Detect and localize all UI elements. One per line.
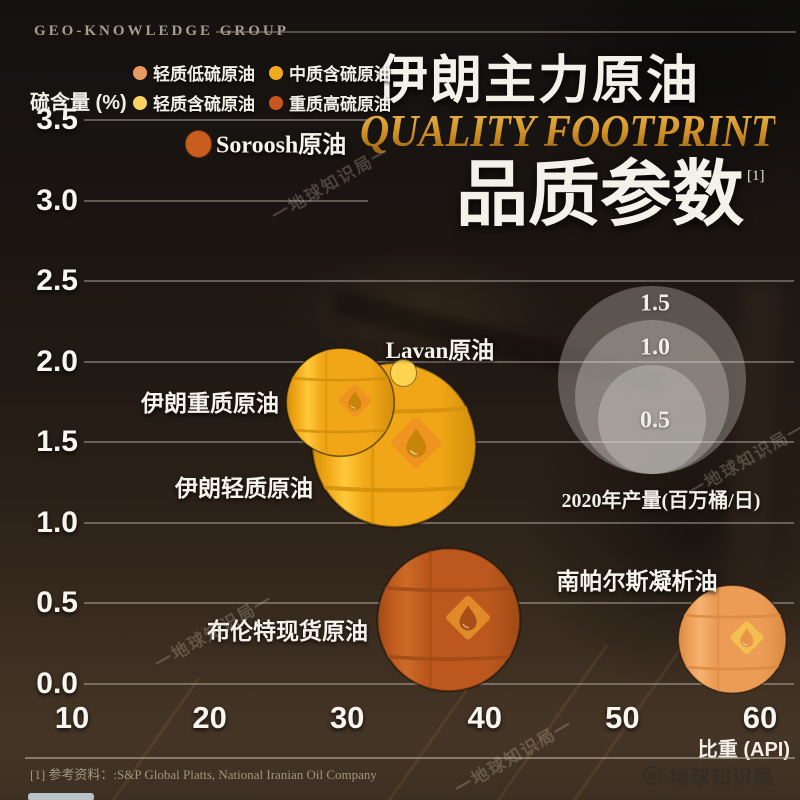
x-tick-40: 40 xyxy=(467,700,503,735)
gridline-1.0 xyxy=(84,521,794,524)
brand-lockup: 地球知识局 xyxy=(643,761,774,790)
y-tick-0.0: 0.0 xyxy=(36,667,78,700)
x-tick-20: 20 xyxy=(192,700,227,735)
title-overlay-english: QUALITY FOOTPRINT xyxy=(360,105,776,156)
bubble-iran-heavy xyxy=(283,345,398,460)
legend-label: 中质含硫原油 xyxy=(289,65,391,84)
bubble-label-brent: 布伦特现货原油 xyxy=(207,619,368,644)
y-axis-title: 硫含量 (%) xyxy=(30,92,127,114)
title-line1: 伊朗主力原油 xyxy=(376,53,701,110)
bubble-lavan xyxy=(389,359,418,387)
title-footnote-ref: [1] xyxy=(747,168,765,184)
bubble-label-iran-light: 伊朗轻质原油 xyxy=(175,476,313,501)
legend-item-salmon: 轻质低硫原油 xyxy=(133,60,255,85)
bubble-label-lavan: Lavan原油 xyxy=(385,338,495,363)
size-label-1.5: 1.5 xyxy=(640,290,670,317)
y-tick-3.5: 3.5 xyxy=(36,103,78,137)
gridline-3.5 xyxy=(84,119,368,122)
legend-item-gold: 中质含硫原油 xyxy=(269,60,391,85)
x-tick-10: 10 xyxy=(54,700,90,735)
y-tick-0.5: 0.5 xyxy=(36,586,78,620)
footer-rule xyxy=(25,757,795,759)
category-legend: 轻质低硫原油 中质含硫原油轻质含硫原油 重质高硫原油 xyxy=(133,60,391,115)
bubble-soroosh xyxy=(184,130,213,159)
gridline-2.0 xyxy=(84,360,794,363)
publisher-name: GEO-KNOWLEDGE GROUP xyxy=(34,23,289,39)
y-tick-1.5: 1.5 xyxy=(36,425,78,459)
size-legend-caption: 2020年产量(百万桶/日) xyxy=(561,490,761,512)
x-tick-60: 60 xyxy=(742,700,778,735)
legend-dot-icon xyxy=(133,95,147,110)
bubble-label-soroosh: Soroosh原油 xyxy=(216,132,347,159)
corner-vignette xyxy=(520,0,800,220)
next-card-sliver xyxy=(28,793,94,800)
size-label-1.0: 1.0 xyxy=(640,334,670,361)
size-circle-1.5 xyxy=(558,286,746,474)
x-axis-title: 比重 (API) xyxy=(697,739,790,761)
y-tick-3.0: 3.0 xyxy=(36,183,78,217)
brand-globe-icon xyxy=(643,766,662,785)
brand-name: 地球知识局 xyxy=(669,767,774,789)
bubble-south-pars xyxy=(675,582,790,697)
legend-dot-icon xyxy=(269,65,283,80)
legend-item-rust: 重质高硫原油 xyxy=(269,90,391,115)
y-tick-2.5: 2.5 xyxy=(36,264,78,298)
x-tick-30: 30 xyxy=(329,700,365,735)
size-label-0.5: 0.5 xyxy=(640,407,670,434)
legend-dot-icon xyxy=(269,95,283,110)
legend-label: 轻质低硫原油 xyxy=(153,65,255,84)
legend-dot-icon xyxy=(133,65,147,80)
title-line2: 品质参数 xyxy=(456,155,745,235)
y-tick-1.0: 1.0 xyxy=(36,505,78,539)
header-rule xyxy=(216,31,796,33)
bubble-label-south-pars: 南帕尔斯凝析油 xyxy=(556,569,718,594)
size-circle-1.0 xyxy=(575,320,729,474)
source-note: [1] 参考资料：:S&P Global Platts, National Ir… xyxy=(30,767,377,782)
x-tick-50: 50 xyxy=(605,700,640,735)
legend-label: 轻质含硫原油 xyxy=(153,95,255,114)
legend-item-yellow: 轻质含硫原油 xyxy=(133,90,255,115)
legend-label: 重质高硫原油 xyxy=(289,95,391,114)
gridline-2.5 xyxy=(84,280,794,283)
legend-row-0: 轻质低硫原油 中质含硫原油 xyxy=(133,60,391,85)
bubble-label-iran-heavy: 伊朗重质原油 xyxy=(141,391,279,416)
y-tick-2.0: 2.0 xyxy=(36,344,78,378)
bubble-brent xyxy=(373,544,525,696)
gridline-3.0 xyxy=(84,199,368,202)
size-circle-0.5 xyxy=(597,365,707,474)
legend-row-1: 轻质含硫原油 重质高硫原油 xyxy=(133,90,391,115)
